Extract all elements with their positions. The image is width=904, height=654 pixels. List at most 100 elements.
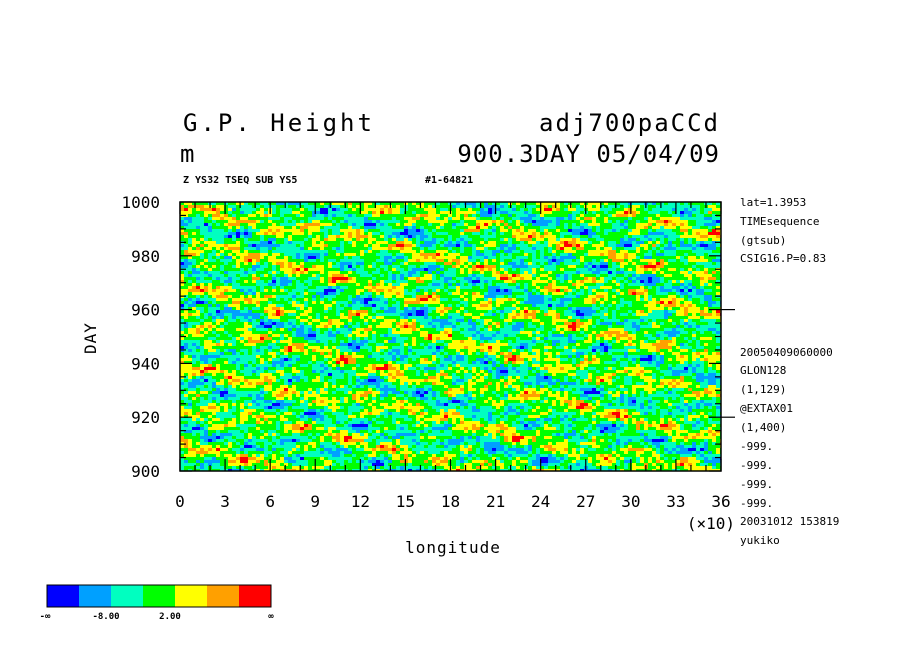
heatmap-cell bbox=[572, 229, 576, 232]
heatmap-cell bbox=[312, 253, 316, 256]
heatmap-cell bbox=[544, 256, 548, 259]
heatmap-cell bbox=[388, 262, 392, 265]
heatmap-cell bbox=[392, 217, 396, 220]
heatmap-cell bbox=[692, 259, 696, 262]
heatmap-cell bbox=[336, 295, 340, 298]
heatmap-cell bbox=[212, 253, 216, 256]
heatmap-cell bbox=[440, 247, 444, 250]
heatmap-cell bbox=[280, 253, 284, 256]
heatmap-cell bbox=[428, 238, 432, 241]
heatmap-cell bbox=[660, 280, 664, 283]
heatmap-cell bbox=[656, 226, 660, 229]
heatmap-cell bbox=[688, 226, 692, 229]
heatmap-cell bbox=[488, 229, 492, 232]
heatmap-cell bbox=[556, 223, 560, 226]
heatmap-cell bbox=[468, 208, 472, 211]
heatmap-cell bbox=[652, 217, 656, 220]
heatmap-cell bbox=[412, 217, 416, 220]
heatmap-cell bbox=[400, 292, 404, 295]
heatmap-cell bbox=[372, 286, 376, 289]
heatmap-cell bbox=[652, 232, 656, 235]
heatmap-cell bbox=[312, 211, 316, 214]
heatmap-cell bbox=[516, 265, 520, 268]
heatmap-cell bbox=[524, 265, 528, 268]
heatmap-cell bbox=[316, 286, 320, 289]
heatmap-cell bbox=[540, 277, 544, 280]
heatmap-cell bbox=[304, 271, 308, 274]
heatmap-cell bbox=[324, 271, 328, 274]
heatmap-cell bbox=[256, 238, 260, 241]
heatmap-cell bbox=[216, 244, 220, 247]
heatmap-cell bbox=[536, 211, 540, 214]
heatmap-cell bbox=[616, 232, 620, 235]
heatmap-cell bbox=[660, 223, 664, 226]
heatmap-cell bbox=[616, 223, 620, 226]
heatmap-cell bbox=[692, 244, 696, 247]
heatmap-cell bbox=[660, 229, 664, 232]
heatmap-cell bbox=[684, 271, 688, 274]
heatmap-cell bbox=[272, 256, 276, 259]
heatmap-cell bbox=[604, 259, 608, 262]
heatmap-cell bbox=[520, 292, 524, 295]
heatmap-cell bbox=[216, 268, 220, 271]
heatmap-cell bbox=[424, 247, 428, 250]
heatmap-cell bbox=[232, 295, 236, 298]
heatmap-cell bbox=[468, 262, 472, 265]
heatmap-cell bbox=[196, 280, 200, 283]
heatmap-cell bbox=[416, 259, 420, 262]
heatmap-cell bbox=[600, 220, 604, 223]
heatmap-cell bbox=[652, 202, 656, 205]
heatmap-cell bbox=[452, 289, 456, 292]
heatmap-cell bbox=[544, 304, 548, 307]
heatmap-cell bbox=[320, 289, 324, 292]
heatmap-cell bbox=[456, 208, 460, 211]
heatmap-cell bbox=[472, 265, 476, 268]
heatmap-cell bbox=[540, 214, 544, 217]
heatmap-cell bbox=[436, 286, 440, 289]
heatmap-cell bbox=[404, 268, 408, 271]
heatmap-cell bbox=[468, 271, 472, 274]
heatmap-cell bbox=[612, 280, 616, 283]
heatmap-cell bbox=[316, 277, 320, 280]
heatmap-cell bbox=[312, 223, 316, 226]
heatmap-cell bbox=[528, 274, 532, 277]
heatmap-cell bbox=[228, 220, 232, 223]
heatmap-cell bbox=[448, 220, 452, 223]
heatmap-cell bbox=[204, 211, 208, 214]
heatmap-cell bbox=[568, 274, 572, 277]
heatmap-cell bbox=[380, 289, 384, 292]
heatmap-cell bbox=[252, 235, 256, 238]
heatmap-cell bbox=[684, 241, 688, 244]
heatmap-cell bbox=[408, 259, 412, 262]
heatmap-cell bbox=[364, 295, 368, 298]
heatmap-cell bbox=[340, 241, 344, 244]
heatmap-cell bbox=[516, 217, 520, 220]
heatmap-cell bbox=[364, 235, 368, 238]
heatmap-cell bbox=[588, 298, 592, 301]
heatmap-cell bbox=[688, 256, 692, 259]
heatmap-cell bbox=[412, 301, 416, 304]
heatmap-cell bbox=[344, 301, 348, 304]
heatmap-cell bbox=[280, 250, 284, 253]
heatmap-cell bbox=[352, 247, 356, 250]
heatmap-cell bbox=[352, 211, 356, 214]
heatmap-cell bbox=[512, 292, 516, 295]
heatmap-cell bbox=[224, 211, 228, 214]
heatmap-cell bbox=[576, 223, 580, 226]
heatmap-cell bbox=[360, 223, 364, 226]
heatmap-cell bbox=[312, 310, 316, 313]
heatmap-cell bbox=[712, 304, 716, 307]
heatmap-cell bbox=[664, 280, 668, 283]
heatmap-cell bbox=[716, 289, 720, 292]
heatmap-cell bbox=[220, 307, 224, 310]
heatmap-cell bbox=[344, 298, 348, 301]
heatmap-cell bbox=[640, 292, 644, 295]
heatmap-cell bbox=[536, 268, 540, 271]
heatmap-cell bbox=[608, 274, 612, 277]
heatmap-cell bbox=[476, 289, 480, 292]
heatmap-cell bbox=[316, 259, 320, 262]
heatmap-cell bbox=[352, 208, 356, 211]
heatmap-cell bbox=[404, 223, 408, 226]
heatmap-cell bbox=[300, 229, 304, 232]
heatmap-cell bbox=[428, 232, 432, 235]
